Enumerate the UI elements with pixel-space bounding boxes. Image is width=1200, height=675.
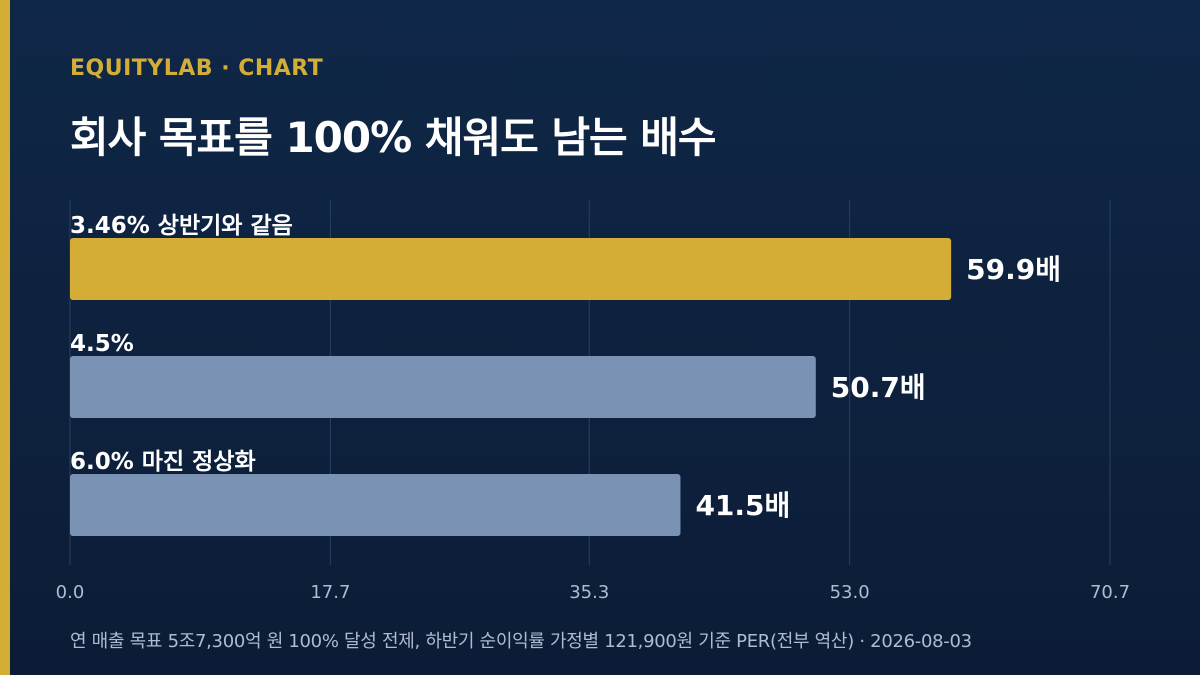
value-label: 41.5배 [695, 489, 790, 522]
x-tick-label: 0.0 [56, 582, 85, 603]
category-label: 3.46% 상반기와 같음 [70, 213, 293, 239]
category-label: 4.5% [70, 331, 134, 357]
x-tick-label: 35.3 [569, 582, 609, 603]
x-tick-label: 70.7 [1090, 582, 1130, 603]
x-tick-label: 53.0 [830, 582, 870, 603]
footnote: 연 매출 목표 5조7,300억 원 100% 달성 전제, 하반기 순이익률 … [70, 631, 972, 652]
value-label: 50.7배 [831, 371, 926, 404]
x-tick-label: 17.7 [310, 582, 350, 603]
bar [70, 356, 816, 418]
bar [70, 474, 681, 536]
chart-title: 회사 목표를 100% 채워도 남는 배수 [70, 113, 717, 162]
value-label: 59.9배 [966, 253, 1061, 286]
bar [70, 238, 952, 300]
accent-bar [0, 0, 10, 675]
brand-label: EQUITYLAB · CHART [70, 56, 324, 81]
category-label: 6.0% 마진 정상화 [70, 449, 256, 475]
